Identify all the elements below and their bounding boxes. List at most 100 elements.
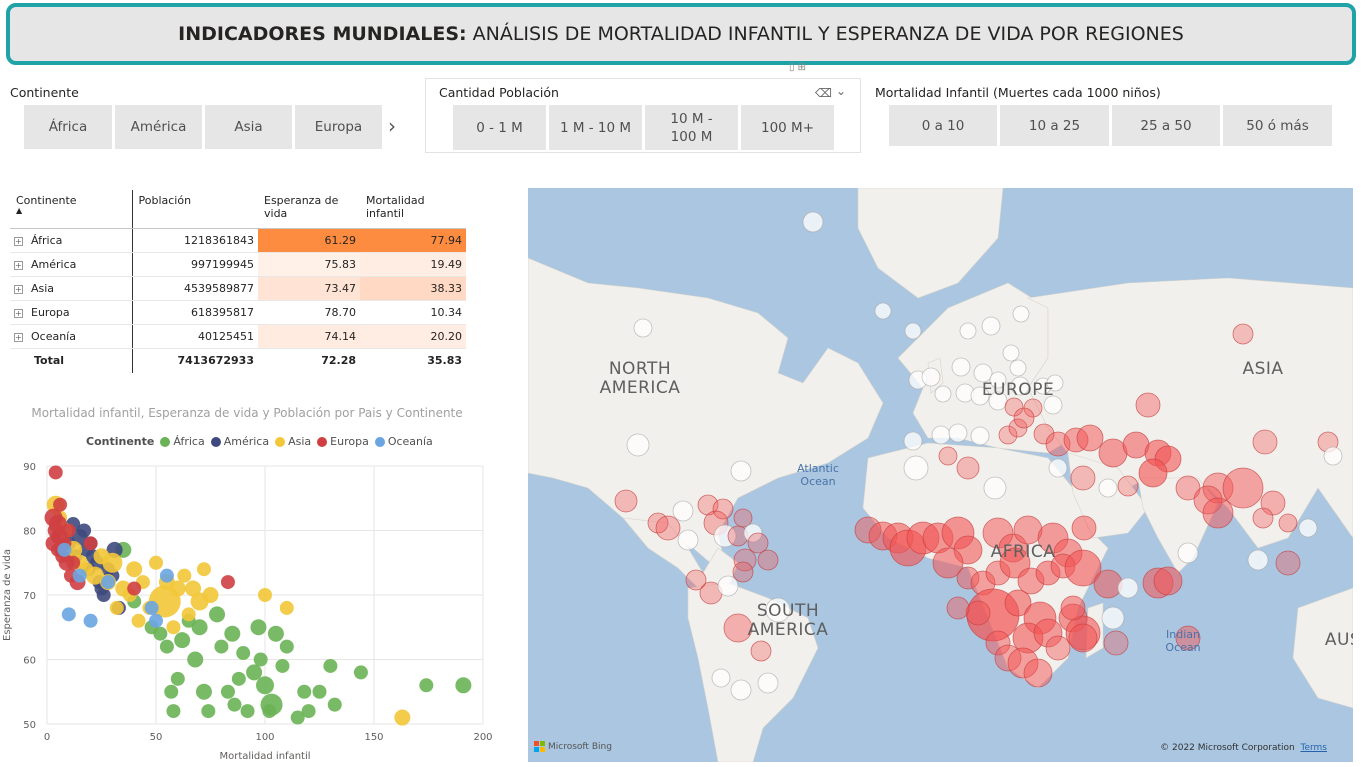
col-header-esperanza[interactable]: Esperanza de vida (258, 190, 360, 229)
table-row[interactable]: + Europa 618395817 78.70 10.34 (10, 300, 466, 325)
land-greenland (857, 188, 1004, 299)
legend-item[interactable]: África (160, 435, 205, 448)
continent-option-asia[interactable]: Asia (205, 105, 292, 149)
map-bubble (973, 363, 993, 383)
expand-icon[interactable]: + (14, 284, 23, 294)
scatter-point (260, 693, 283, 716)
focus-mode-icon[interactable]: ▯ ⊞ (789, 62, 807, 73)
legend-label: Europa (330, 435, 369, 448)
map-bubble (1298, 518, 1318, 538)
map-bubble (989, 371, 1007, 389)
map-bubble (931, 425, 951, 445)
map-bubble (614, 489, 638, 513)
cell-poblacion: 4539589877 (132, 276, 258, 301)
table-row[interactable]: + África 1218361843 61.29 77.94 (10, 228, 466, 253)
map-bubble (874, 302, 892, 320)
dashboard-title: INDICADORES MUNDIALES: ANÁLISIS DE MORTA… (6, 3, 1356, 65)
chevron-right-icon[interactable]: › (388, 114, 396, 138)
scatter-point (419, 678, 434, 693)
scatter-point (236, 646, 251, 661)
scatter-point (72, 568, 87, 583)
mortality-option-0-10[interactable]: 0 a 10 (889, 105, 997, 146)
map-bubble (1098, 478, 1118, 498)
table-row[interactable]: + América 997199945 75.83 19.49 (10, 252, 466, 277)
map-bubble (730, 460, 752, 482)
expand-icon[interactable]: + (14, 308, 23, 318)
expand-icon[interactable]: + (14, 332, 23, 342)
legend-item[interactable]: América (210, 435, 269, 448)
terms-link[interactable]: Terms (1300, 743, 1327, 753)
land-south-america (687, 582, 819, 762)
cell-esperanza: 61.29 (258, 228, 360, 253)
x-tick-label: 0 (44, 732, 50, 743)
map-bubble (717, 575, 739, 597)
scatter-point (57, 542, 72, 557)
map-bubble (1008, 418, 1028, 438)
map-bubble (1093, 569, 1123, 599)
map-bubble (747, 532, 769, 554)
scatter-point (166, 704, 181, 719)
legend-item[interactable]: Asia (275, 435, 311, 448)
legend-item[interactable]: Oceanía (374, 435, 433, 448)
map-canvas (528, 188, 1353, 762)
scatter-point (227, 697, 242, 712)
label-indian: Indian Ocean (1165, 628, 1201, 654)
mortality-option-10-25[interactable]: 10 a 25 (1000, 105, 1109, 146)
map-bubble (757, 672, 779, 694)
map-bubble (685, 569, 707, 591)
chevron-down-icon[interactable]: ⌄ (836, 84, 847, 98)
label-europe: EUROPE (981, 380, 1055, 400)
scatter-point (256, 676, 274, 695)
map-bubble (934, 385, 952, 403)
population-option-100m-plus[interactable]: 100 M+ (741, 105, 834, 150)
expand-icon[interactable]: + (14, 236, 23, 246)
legend-label: África (173, 435, 205, 448)
x-tick-label: 50 (150, 732, 163, 743)
table-row[interactable]: + Oceanía 40125451 74.14 20.20 (10, 324, 466, 349)
map-bubble (983, 476, 1007, 500)
map-bubble (1009, 359, 1027, 377)
col-header-continente[interactable]: Continente ▲ (10, 190, 133, 229)
scatter-point (181, 607, 196, 622)
map-bubble (1138, 458, 1168, 488)
scatter-point (195, 683, 212, 700)
label-africa: AFRICA (990, 542, 1056, 562)
mortality-option-50-plus[interactable]: 50 ó más (1223, 105, 1332, 146)
continent-option-america[interactable]: América (115, 105, 202, 149)
world-map[interactable]: NORTH AMERICA EUROPE ASIA AFRICA SOUTH AMERICA… (528, 188, 1353, 762)
continent-option-europa[interactable]: Europa (295, 105, 382, 149)
scatter-point (61, 523, 76, 538)
expand-icon[interactable]: + (14, 260, 23, 270)
y-tick-label: 90 (23, 462, 36, 473)
scatter-point (127, 581, 142, 596)
label-asia: ASIA (1242, 359, 1284, 379)
population-option-10-100m[interactable]: 10 M - 100 M (645, 105, 738, 150)
x-tick-label: 150 (364, 732, 383, 743)
population-option-0-1m[interactable]: 0 - 1 M (453, 105, 546, 150)
map-bubble (1043, 395, 1063, 415)
scatter-point (66, 555, 81, 570)
continent-option-africa[interactable]: África (24, 105, 112, 149)
map-bubble (932, 547, 964, 579)
scatter-point (109, 600, 124, 615)
cell-poblacion: 618395817 (132, 300, 258, 325)
map-bubble (1232, 323, 1254, 345)
map-bubble (1252, 429, 1278, 455)
map-bubble (730, 679, 752, 701)
table-row[interactable]: + Asia 4539589877 73.47 38.33 (10, 276, 466, 301)
col-header-poblacion[interactable]: Población (132, 190, 258, 229)
legend-item[interactable]: Europa (317, 435, 369, 448)
scatter-point (224, 625, 241, 642)
map-bubble (1175, 475, 1201, 501)
cell-total-poblacion: 7413672933 (177, 354, 254, 368)
map-bubble (1071, 515, 1097, 541)
map-bubble (1247, 549, 1269, 571)
scatter-point (85, 566, 104, 585)
map-bubble (946, 596, 970, 620)
scatter-point (53, 497, 68, 512)
mortality-option-25-50[interactable]: 25 a 50 (1112, 105, 1220, 146)
map-bubble (981, 316, 1001, 336)
population-option-1-10m[interactable]: 1 M - 10 M (549, 105, 642, 150)
col-header-mortalidad[interactable]: Mortalidad infantil (360, 190, 466, 229)
eraser-icon[interactable]: ⌫ (815, 86, 832, 100)
